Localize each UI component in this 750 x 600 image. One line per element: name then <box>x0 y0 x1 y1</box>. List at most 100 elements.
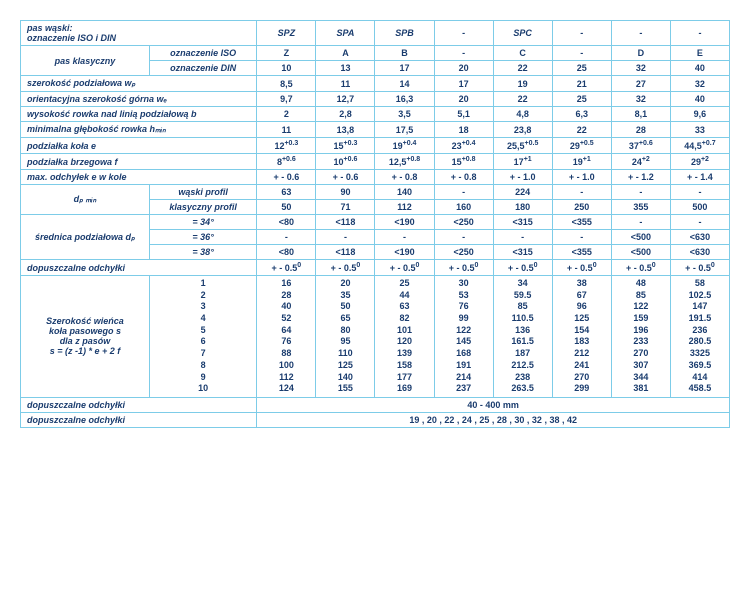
cell: 18 <box>434 122 493 138</box>
diam-sub1: = 34° <box>149 215 256 230</box>
cell: 224 <box>493 185 552 200</box>
cell: - <box>434 185 493 200</box>
tol3-row: dopuszczalne odchyłki 19 , 20 , 22 , 24 … <box>21 412 730 427</box>
cell: - <box>434 230 493 245</box>
cell: 15+0.8 <box>434 154 493 170</box>
r2a-sub: oznaczenie ISO <box>149 46 256 61</box>
cell: 140 <box>375 185 434 200</box>
cell: <315 <box>493 215 552 230</box>
cell: 40 <box>670 61 729 76</box>
cell: 25,5+0.5 <box>493 138 552 154</box>
cell: + - 0.50 <box>316 260 375 276</box>
table-row: minimalna głębokość rowka hₘᵢₙ1113,817,5… <box>21 122 730 138</box>
cell: - <box>493 230 552 245</box>
cell: 33 <box>670 122 729 138</box>
tol1-label: dopuszczalne odchyłki <box>21 260 257 276</box>
cell: 500 <box>670 200 729 215</box>
vbelt-pulley-table: pas wąski:oznaczenie ISO i DIN SPZ SPA S… <box>20 20 730 428</box>
cell: 10+0.6 <box>316 154 375 170</box>
cell: 19+0.4 <box>375 138 434 154</box>
cell: 355 <box>611 200 670 215</box>
cell: 17+1 <box>493 154 552 170</box>
cell: 20 <box>434 92 493 107</box>
cell: 28 <box>611 122 670 138</box>
cell: - <box>257 230 316 245</box>
cell: 13,8 <box>316 122 375 138</box>
cell: 8,1 <box>611 107 670 122</box>
cell: + - 0.50 <box>493 260 552 276</box>
col-dash: - <box>434 21 493 46</box>
cell: 13 <box>316 61 375 76</box>
cell: 71 <box>316 200 375 215</box>
cell: 386796125154183212241270299 <box>552 276 611 398</box>
cell: 6,3 <box>552 107 611 122</box>
row-f: podziałka brzegowa f 8+0.6 10+0.6 12,5+0… <box>21 154 730 170</box>
cell: E <box>670 46 729 61</box>
cell: 12,5+0.8 <box>375 154 434 170</box>
cell: 22 <box>493 92 552 107</box>
cell: D <box>611 46 670 61</box>
cell: + - 0.6 <box>316 170 375 185</box>
cell: + - 0.8 <box>375 170 434 185</box>
tol1-row: dopuszczalne odchyłki + - 0.50 + - 0.50 … <box>21 260 730 276</box>
diam-sub2: = 36° <box>149 230 256 245</box>
cell: 203550658095110125140155 <box>316 276 375 398</box>
col-spb: SPB <box>375 21 434 46</box>
cell: 58102.5147191.5236280.53325369.5414458.5 <box>670 276 729 398</box>
dpmin-row-1: dₚ ₘᵢₙ wąski profil 63 90 140 - 224 - - … <box>21 185 730 200</box>
rim-index: 12345678910 <box>149 276 256 398</box>
cell: 37+0.6 <box>611 138 670 154</box>
cell: 63 <box>257 185 316 200</box>
cell: B <box>375 46 434 61</box>
cell: 160 <box>434 200 493 215</box>
cell: + - 1.4 <box>670 170 729 185</box>
header-row-1: pas wąski:oznaczenie ISO i DIN SPZ SPA S… <box>21 21 730 46</box>
col-spz: SPZ <box>257 21 316 46</box>
cell: - <box>552 230 611 245</box>
cell: <355 <box>552 215 611 230</box>
cell: <190 <box>375 215 434 230</box>
tol3-label: dopuszczalne odchyłki <box>21 412 257 427</box>
cell: 17,5 <box>375 122 434 138</box>
cell: 25446382101120139158177169 <box>375 276 434 398</box>
cell: 21 <box>552 76 611 92</box>
cell: 8,5 <box>257 76 316 92</box>
cell: 22 <box>493 61 552 76</box>
cell: - <box>434 46 493 61</box>
cell: <118 <box>316 215 375 230</box>
cell: 16,3 <box>375 92 434 107</box>
row-f-label: podziałka brzegowa f <box>21 154 257 170</box>
cell: Z <box>257 46 316 61</box>
r1-label: pas wąski:oznaczenie ISO i DIN <box>21 21 257 46</box>
cell: 15+0.3 <box>316 138 375 154</box>
cell: 23+0.4 <box>434 138 493 154</box>
cell: 14 <box>375 76 434 92</box>
cell: 3,5 <box>375 107 434 122</box>
cell: 9,6 <box>670 107 729 122</box>
cell: 90 <box>316 185 375 200</box>
r2b-sub: oznaczenie DIN <box>149 61 256 76</box>
tol2-val: 40 - 400 mm <box>257 397 730 412</box>
cell: 22 <box>552 122 611 138</box>
diam-sub3: = 38° <box>149 245 256 260</box>
cell: - <box>552 46 611 61</box>
cell: A <box>316 46 375 61</box>
cell: 29+2 <box>670 154 729 170</box>
cell: 9,7 <box>257 92 316 107</box>
cell: 19 <box>493 76 552 92</box>
cell: <500 <box>611 230 670 245</box>
dpmin-sub2: klasyczny profil <box>149 200 256 215</box>
rim-label: Szerokość wieńcakoła pasowego sdla z pas… <box>21 276 150 398</box>
cell: 25 <box>552 61 611 76</box>
dpmin-label: dₚ ₘᵢₙ <box>21 185 150 215</box>
cell: + - 0.50 <box>375 260 434 276</box>
diam-row-1: średnica podziałowa dₚ = 34° <80 <118 <1… <box>21 215 730 230</box>
cell: 12,7 <box>316 92 375 107</box>
cell: <80 <box>257 215 316 230</box>
row-label: minimalna głębokość rowka hₘᵢₙ <box>21 122 257 138</box>
cell: 25 <box>552 92 611 107</box>
row-max: max. odchyłek e w kole + - 0.6 + - 0.6 +… <box>21 170 730 185</box>
tol2-label: dopuszczalne odchyłki <box>21 397 257 412</box>
dpmin-sub1: wąski profil <box>149 185 256 200</box>
row-label: wysokość rowka nad linią podziałową b <box>21 107 257 122</box>
